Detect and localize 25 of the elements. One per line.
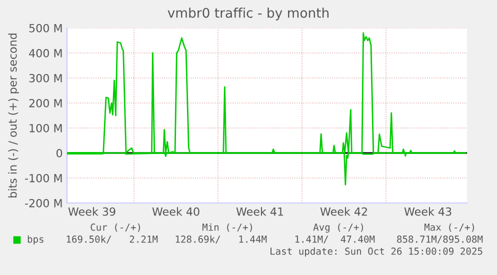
text: 858.71M/895.08M bbox=[397, 236, 483, 244]
text: 128.69k/ 1.44M bbox=[176, 235, 267, 244]
y-tick-label: 300 M bbox=[29, 74, 62, 82]
x-tick-label: Week 43 bbox=[404, 207, 452, 216]
text: Cur (-/+) bbox=[90, 223, 140, 232]
x-tick-label: Week 40 bbox=[152, 207, 200, 216]
y-tick-label: 0 bbox=[56, 148, 62, 158]
text: Max (-/+) bbox=[424, 223, 474, 232]
y-tick-label: 100 M bbox=[30, 124, 62, 132]
y-tick-label: -200 M bbox=[25, 198, 62, 208]
y-tick-label: 200 M bbox=[29, 98, 62, 108]
text: 1.41M/ 47.40M bbox=[295, 236, 375, 244]
x-tick-label: Week 42 bbox=[320, 207, 367, 216]
x-tick-label: Week 39 bbox=[68, 207, 116, 216]
text: Min (-/+) bbox=[202, 223, 252, 232]
text: Last update: Sun Oct 26 15:00:09 2025 bbox=[270, 247, 482, 257]
y-tick-label: 400 M bbox=[29, 48, 62, 58]
text: Avg (-/+) bbox=[313, 223, 364, 233]
x-tick-label: Week 41 bbox=[236, 207, 284, 216]
y-tick-label: 500 M bbox=[29, 24, 62, 32]
y-axis-title: bits in (-) / out (+) per second bbox=[8, 34, 19, 198]
text: 169.50k/ 2.21M bbox=[66, 235, 158, 244]
legend-label: bps bbox=[28, 235, 44, 245]
y-tick-label: -100 M bbox=[25, 174, 62, 182]
chart-title: vmbr0 traffic - by month bbox=[168, 8, 329, 20]
